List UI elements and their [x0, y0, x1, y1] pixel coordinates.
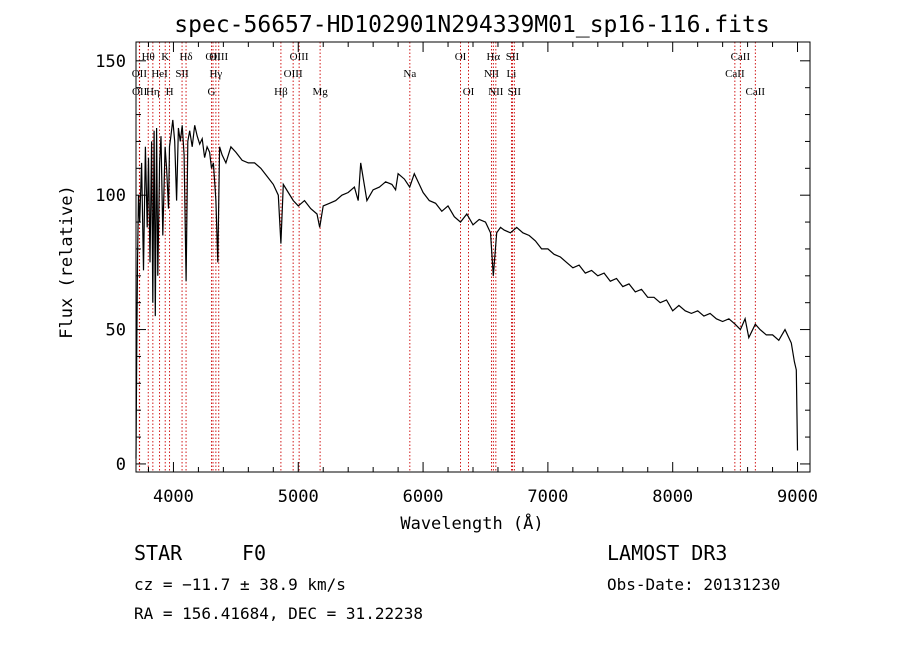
line-marker-label: OI	[455, 51, 467, 63]
survey-name: LAMOST DR3	[607, 541, 727, 565]
y-tick-label: 50	[106, 321, 126, 341]
object-class: STAR	[134, 541, 183, 565]
x-tick-label: 6000	[403, 487, 444, 507]
x-tick-label: 7000	[527, 487, 568, 507]
line-marker-label: Hβ	[274, 86, 288, 98]
line-marker-label: Na	[403, 68, 416, 80]
line-marker-label: OIII	[290, 51, 309, 63]
line-marker-labels: OIIOIIHθHηHeIKSIIHHδGOIIHγOIIIHβOIIIOIII…	[132, 51, 766, 98]
line-marker-label: HeI	[151, 68, 168, 80]
line-marker-label: OI	[463, 86, 475, 98]
line-marker-label: Mg	[312, 86, 328, 98]
line-marker-label: Hδ	[179, 51, 192, 63]
line-markers	[138, 42, 756, 472]
line-marker-label: H	[166, 86, 174, 98]
line-marker-label: Hθ	[142, 51, 155, 63]
line-marker-label: SII	[175, 68, 189, 80]
line-marker-label: CaII	[725, 68, 745, 80]
plot-frame	[135, 41, 811, 473]
line-marker-label: NII	[488, 86, 504, 98]
coordinates: RA = 156.41684, DEC = 31.22238	[134, 604, 423, 623]
x-tick-label: 5000	[278, 487, 319, 507]
line-marker-label: NII	[484, 68, 500, 80]
line-marker-label: OII	[205, 51, 221, 63]
y-tick-label: 150	[95, 52, 126, 72]
x-tick-label: 8000	[652, 487, 693, 507]
y-tick-label: 100	[95, 186, 126, 206]
x-tick-label: 4000	[153, 487, 194, 507]
line-marker-label: SII	[506, 51, 520, 63]
line-marker-label: CaII	[731, 51, 751, 63]
line-marker-label: SII	[508, 86, 522, 98]
line-marker-label: G	[208, 86, 216, 98]
axis-tick-labels: 4000 5000 6000 7000 8000 9000 0 50 100 150	[95, 52, 818, 507]
observation-date: Obs-Date: 20131230	[607, 575, 780, 594]
chart-title: spec-56657-HD102901N294339M01_sp16-116.f…	[174, 12, 769, 38]
redshift-velocity: cz = −11.7 ± 38.9 km/s	[134, 575, 346, 594]
line-marker-label: Li	[507, 68, 517, 80]
line-marker-label: Hγ	[209, 68, 222, 80]
line-marker-label: Hα	[486, 51, 500, 63]
x-tick-label: 9000	[777, 487, 818, 507]
y-axis-label: Flux (relative)	[57, 185, 77, 339]
x-axis-label: Wavelength (Å)	[400, 512, 543, 534]
line-marker-label: K	[161, 51, 169, 63]
line-marker-label: OIII	[284, 68, 303, 80]
line-marker-label: Hη	[146, 86, 160, 98]
line-marker-label: OIII	[209, 51, 228, 63]
line-marker-label: OII	[132, 68, 148, 80]
axis-ticks	[136, 42, 810, 472]
y-tick-label: 0	[116, 455, 126, 475]
spectrum-line	[135, 119, 799, 459]
line-marker-label: CaII	[746, 86, 766, 98]
object-subclass: F0	[242, 541, 266, 565]
